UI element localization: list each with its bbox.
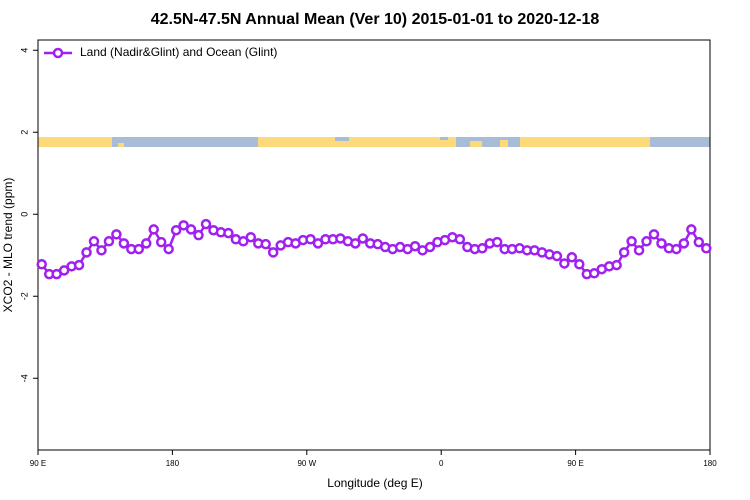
data-point (693, 236, 705, 248)
x-tick-label: 180 (166, 459, 180, 468)
land-band (500, 140, 508, 147)
data-point (312, 238, 324, 249)
data-point (185, 224, 197, 235)
data-point (133, 243, 145, 255)
x-tick-label: 90 W (297, 459, 316, 468)
ocean-band (440, 137, 448, 140)
data-point (566, 252, 578, 263)
data-point (36, 259, 47, 270)
data-point (88, 236, 100, 247)
data-point (678, 238, 690, 249)
data-point (260, 238, 271, 250)
data-point (267, 247, 279, 258)
data-point (641, 236, 652, 247)
y-tick-label: -4 (19, 374, 29, 382)
data-point (477, 243, 488, 254)
y-tick-label: 0 (19, 212, 29, 217)
data-point (96, 245, 107, 256)
y-tick-label: 2 (19, 130, 29, 135)
data-point (245, 231, 257, 243)
x-tick-label: 180 (703, 459, 717, 468)
data-point (200, 218, 212, 230)
data-point (350, 238, 361, 249)
data-point (626, 236, 637, 247)
data-point (618, 247, 630, 258)
data-point (491, 236, 503, 248)
data-point (551, 250, 563, 262)
x-tick-label: 90 E (30, 459, 46, 468)
x-tick-label: 90 E (567, 459, 583, 468)
data-point (611, 259, 622, 271)
data-point (148, 224, 159, 235)
data-point (589, 268, 600, 279)
data-point (357, 233, 369, 244)
legend-marker (52, 47, 64, 59)
data-point (118, 238, 130, 249)
data-point (103, 236, 115, 247)
y-tick-label: -2 (19, 292, 29, 300)
land-band (470, 141, 482, 147)
data-point (223, 227, 234, 239)
data-point (648, 229, 660, 240)
data-point (454, 234, 466, 245)
ocean-band (456, 137, 520, 147)
data-point (141, 238, 152, 249)
data-point (633, 245, 645, 256)
land-ocean-strip (38, 137, 710, 147)
land-band (118, 143, 124, 147)
data-point (686, 224, 697, 235)
data-point (170, 224, 182, 236)
data-point (409, 240, 421, 252)
data-point (58, 265, 70, 276)
data-point (193, 229, 204, 241)
data-point (305, 234, 316, 245)
data-point (73, 259, 85, 271)
data-point (424, 241, 436, 253)
x-axis-label: Longitude (deg E) (327, 476, 422, 490)
ocean-band (650, 137, 710, 147)
data-point (559, 258, 570, 269)
data-point (111, 229, 122, 240)
legend-label: Land (Nadir&Glint) and Ocean (Glint) (80, 45, 277, 59)
data-point (671, 243, 682, 255)
data-point (81, 247, 92, 258)
ocean-band (112, 137, 258, 147)
data-point (163, 243, 174, 255)
data-point (155, 236, 167, 248)
data-point (238, 236, 249, 247)
data-point (701, 243, 712, 254)
land-band (38, 137, 710, 147)
ocean-band (335, 137, 349, 141)
y-tick-label: 4 (19, 48, 29, 53)
data-point (178, 220, 189, 231)
chart-title: 42.5N-47.5N Annual Mean (Ver 10) 2015-01… (151, 11, 600, 28)
y-axis-label: XCO2 - MLO trend (ppm) (1, 178, 15, 313)
data-point (656, 238, 667, 249)
data-point (574, 259, 585, 270)
x-tick-label: 0 (439, 459, 444, 468)
